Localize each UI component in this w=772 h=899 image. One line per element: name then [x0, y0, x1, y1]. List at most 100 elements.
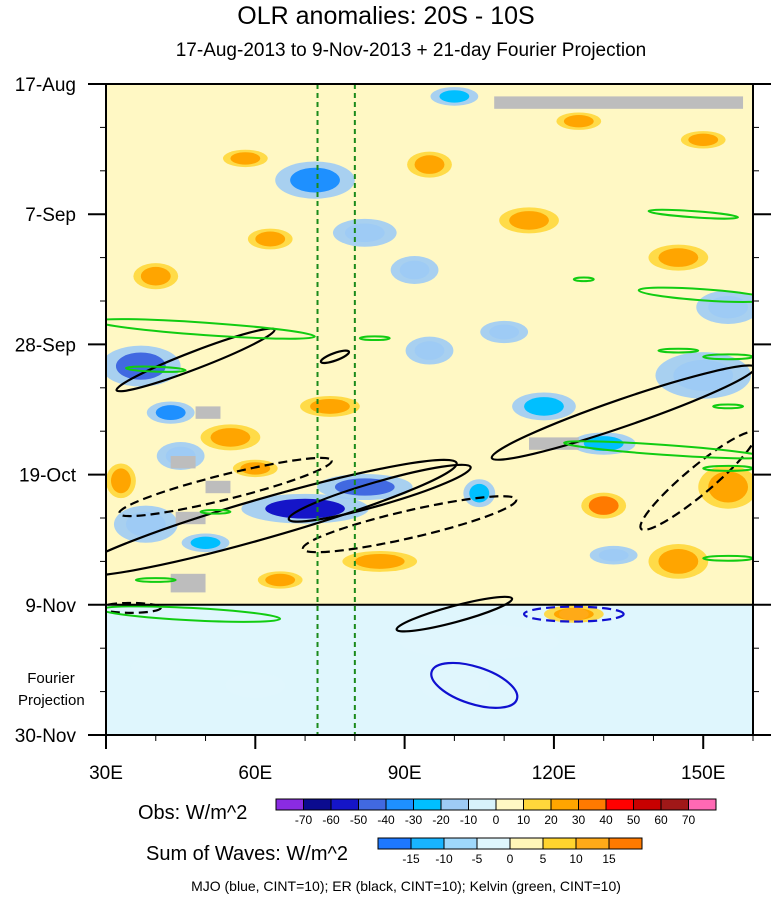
wave-colorbar-tick-label: -10: [435, 852, 453, 866]
anomaly-blob-core: [155, 405, 186, 421]
obs-colorbar-swatch: [660, 798, 689, 811]
er-contour-neg: [106, 458, 458, 578]
obs-colorbar-swatch: [633, 798, 662, 811]
anomaly-blob: [405, 336, 454, 365]
obs-colorbar-swatch: [578, 798, 607, 811]
anomaly-blob-core: [354, 553, 405, 569]
obs-colorbar-tick-label: 30: [572, 813, 586, 827]
wave-colorbar: -15 -10 -5 0 5 10 15: [377, 837, 643, 866]
obs-colorbar-swatch: [303, 798, 332, 811]
obs-colorbar-tick-label: 0: [493, 813, 500, 827]
anomaly-blob: [332, 218, 397, 247]
obs-colorbar-swatch: [468, 798, 497, 811]
missing-data: [175, 511, 206, 525]
obs-colorbar-label: Obs: W/m^2: [138, 802, 248, 824]
anomaly-blob: [300, 395, 360, 417]
anomaly-blob-core: [190, 536, 221, 549]
x-tick-label: 150E: [681, 763, 725, 784]
anomaly-blob-core: [265, 573, 296, 587]
x-tick-label: 120E: [532, 763, 576, 784]
obs-colorbar-tick-label: 10: [517, 813, 531, 827]
kelvin-contour-neg: [106, 318, 316, 340]
obs-colorbar-swatch: [523, 798, 552, 811]
wave-legend: MJO (blue, CINT=10); ER (black, CINT=10)…: [191, 878, 621, 894]
anomaly-blob: [181, 533, 230, 553]
anomaly-blob: [696, 290, 753, 324]
obs-colorbar-swatch: [385, 798, 414, 811]
anomaly-blob-core: [439, 90, 470, 103]
forecast-background: [106, 604, 753, 735]
kelvin-contour-neg: [563, 440, 753, 460]
anomaly-blob: [648, 544, 709, 579]
anomaly-blob: [275, 161, 355, 199]
anomaly-blob-core: [230, 152, 261, 165]
obs-colorbar-swatch: [358, 798, 387, 811]
anomaly-blob: [113, 505, 178, 543]
kelvin-contour-neg: [134, 577, 177, 583]
kelvin-contour-neg: [199, 508, 232, 515]
anomaly-blob-core: [673, 359, 734, 391]
kelvin-contour-neg: [637, 286, 753, 303]
wave-colorbar-swatch: [608, 837, 643, 850]
wave-colorbar-tick-label: 15: [602, 852, 616, 866]
wave-colorbar-swatch: [542, 837, 577, 850]
anomaly-blob: [222, 149, 268, 168]
obs-colorbar-tick-label: 50: [627, 813, 641, 827]
anomaly-blob-core: [210, 428, 251, 447]
anomaly-blob-core: [708, 296, 749, 319]
obs-colorbar-swatch: [605, 798, 634, 811]
wave-colorbar-swatch: [443, 837, 478, 850]
anomaly-blob-core: [658, 248, 699, 267]
missing-data: [195, 406, 221, 419]
anomaly-blob: [499, 207, 559, 234]
anomaly-blob-core: [583, 436, 624, 452]
anomaly-blob: [133, 263, 179, 290]
anomaly-blob: [698, 465, 753, 509]
obs-colorbar-tick-label: -40: [377, 813, 395, 827]
x-tick-label: 30E: [89, 763, 123, 784]
wave-colorbar-swatch: [377, 837, 412, 850]
missing-data: [170, 573, 206, 593]
anomaly-blob: [407, 151, 452, 178]
obs-colorbar-swatch: [440, 798, 469, 811]
anomaly-blob-core: [524, 397, 564, 416]
anomaly-blob-core: [110, 468, 131, 494]
wave-colorbar-swatch: [410, 837, 445, 850]
obs-colorbar-tick-label: 20: [544, 813, 558, 827]
wave-colorbar-tick-label: -5: [472, 852, 483, 866]
anomaly-blob: [257, 571, 303, 589]
kelvin-contour-neg: [572, 276, 595, 283]
er-contour-neg: [319, 349, 351, 365]
forecast-label: Fourier Projection: [18, 670, 85, 709]
obs-colorbar-swatch: [495, 798, 524, 811]
er-contour-neg: [287, 463, 472, 523]
obs-colorbar-tick-label: -70: [295, 813, 313, 827]
obs-colorbar: -70 -60 -50 -40 -30 -20 -10 0 10 20 30 40 50 60 70: [275, 798, 717, 827]
wave-colorbar-tick-label: 5: [540, 852, 547, 866]
obs-colorbar-swatch: [688, 798, 717, 811]
forecast-blob: [225, 673, 286, 698]
wave-colorbar-swatch: [509, 837, 544, 850]
anomaly-blob-core: [598, 549, 629, 562]
anomaly-blob: [480, 320, 529, 344]
er-contour-pos: [639, 430, 753, 532]
anomaly-blob-core: [414, 155, 445, 174]
missing-data: [170, 456, 196, 469]
y-tick-label: 7-Sep: [25, 205, 76, 226]
anomaly-blob-core: [140, 266, 171, 286]
anomaly-blob: [106, 463, 136, 499]
anomaly-blob-core: [265, 498, 345, 519]
kelvin-contour-neg: [647, 208, 739, 220]
anomaly-blob: [342, 550, 418, 572]
anomaly-blob: [390, 256, 439, 284]
y-tick-label: 17-Aug: [15, 75, 76, 96]
mjo-contour-pos: [522, 605, 625, 623]
anomaly-blob-core: [688, 133, 719, 146]
obs-colorbar-tick-label: 40: [599, 813, 613, 827]
obs-colorbar-tick-label: -10: [460, 813, 478, 827]
x-tick-label: 60E: [238, 763, 272, 784]
anomaly-blob-core: [414, 341, 445, 360]
anomaly-blob: [581, 492, 627, 519]
anomaly-blob: [680, 131, 726, 149]
